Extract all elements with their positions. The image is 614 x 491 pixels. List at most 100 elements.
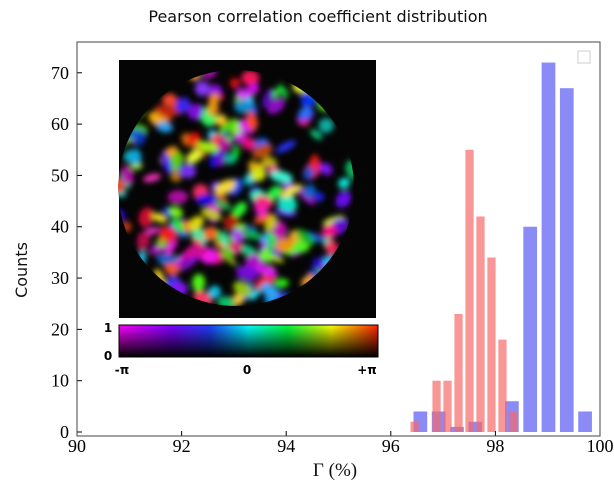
- speckle-blob: [266, 185, 282, 201]
- histogram-bar: [410, 421, 419, 432]
- x-tick-label: 92: [173, 436, 191, 456]
- histogram-bar: [432, 380, 441, 432]
- y-tick-label: 60: [51, 114, 69, 134]
- speckle-blob: [207, 93, 219, 117]
- speckle-blob: [338, 177, 351, 189]
- speckle-blob: [192, 273, 206, 292]
- speckle-blob: [335, 190, 352, 208]
- speckle-blob: [195, 81, 210, 97]
- speckle-blob: [245, 112, 258, 131]
- colorbar-label: 0: [104, 349, 112, 363]
- speckle-blob: [154, 105, 175, 120]
- inset: 1 0 -π 0 +π: [104, 60, 379, 377]
- speckle-blob: [214, 114, 227, 126]
- speckle-blob: [223, 214, 239, 230]
- y-axis-label: Counts: [12, 242, 31, 298]
- colorbar-label: 0: [243, 363, 251, 377]
- histogram-bar: [559, 88, 574, 433]
- speckle-blob: [169, 151, 184, 171]
- speckle-blob: [216, 154, 225, 167]
- colorbar-shade: [119, 325, 378, 357]
- speckle-blob: [255, 264, 278, 277]
- speckle-blob: [118, 179, 125, 193]
- histogram-bar: [487, 257, 496, 432]
- speckle-blob: [289, 240, 310, 253]
- speckle-blob: [241, 136, 256, 150]
- speckle-blob: [270, 170, 293, 183]
- histogram-bar: [443, 380, 452, 432]
- speckle-blob: [295, 229, 316, 245]
- speckle-blob: [262, 88, 274, 108]
- speckle-blob: [229, 77, 241, 89]
- chart-title: Pearson correlation coefficient distribu…: [148, 7, 487, 26]
- speckle-blob: [203, 226, 217, 241]
- y-tick-label: 20: [51, 319, 69, 339]
- speckle-blob: [267, 98, 285, 114]
- speckle-blob: [152, 213, 168, 223]
- plot-frame: [76, 41, 601, 437]
- speckle-blob: [272, 220, 287, 240]
- speckle-blob: [325, 240, 338, 255]
- speckle-blob: [158, 226, 177, 243]
- speckle-blob: [170, 170, 182, 183]
- speckle-blob: [286, 192, 297, 210]
- histogram-bar: [541, 62, 556, 433]
- speckle-blob: [253, 161, 270, 170]
- speckle-blob: [319, 163, 333, 176]
- speckle-blob: [200, 208, 222, 221]
- colorbar-label: -π: [115, 363, 129, 377]
- legend-box: [577, 50, 591, 64]
- histogram-bar: [468, 421, 483, 432]
- speckle-blob: [187, 132, 200, 145]
- speckle-blob: [298, 106, 313, 119]
- speckle-blob: [186, 150, 203, 164]
- speckle-blob: [232, 145, 240, 160]
- speckle-blob: [168, 206, 183, 218]
- speckle-blob: [240, 230, 263, 240]
- speckle-blob: [219, 250, 237, 266]
- speckle-blob: [345, 160, 354, 180]
- speckle-blob: [195, 194, 217, 206]
- speckle-blob: [252, 143, 273, 159]
- speckle-blob: [254, 213, 275, 224]
- speckle-blob: [274, 278, 289, 288]
- speckle-blob: [241, 70, 260, 86]
- speckle-blob: [175, 97, 191, 113]
- x-tick-label: 90: [68, 436, 86, 456]
- histogram-bar: [476, 216, 485, 432]
- speckle-blob: [264, 215, 277, 233]
- histogram-bar: [578, 411, 592, 432]
- plot-area: [410, 62, 592, 433]
- speckle-blob: [187, 103, 204, 120]
- speckle-blob: [254, 195, 274, 209]
- speckle-blob: [180, 164, 196, 179]
- x-tick-label: 98: [486, 436, 504, 456]
- speckle-blob: [163, 239, 178, 258]
- y-tick-label: 40: [51, 217, 69, 237]
- speckle-blob: [249, 288, 261, 301]
- speckle-blob: [191, 229, 208, 240]
- speckle-blob: [260, 282, 279, 300]
- speckle-blob: [138, 207, 155, 228]
- speckle-blob: [207, 285, 221, 299]
- speckle-blob: [276, 140, 296, 153]
- speckle-blob: [162, 93, 178, 107]
- histogram-bar: [454, 313, 463, 432]
- speckle-blob: [180, 255, 199, 271]
- x-tick-label: 100: [587, 436, 614, 456]
- colorbar-label: +π: [357, 363, 377, 377]
- x-tick-label: 96: [382, 436, 400, 456]
- speckle-blob: [280, 184, 303, 198]
- y-tick-label: 30: [51, 268, 69, 288]
- histogram-bar: [498, 339, 507, 432]
- speckle-blob: [322, 215, 345, 225]
- speckle-blob: [223, 249, 234, 257]
- speckle-blob: [303, 166, 314, 181]
- speckle-blob: [218, 120, 236, 135]
- y-tick-label: 70: [51, 63, 69, 83]
- speckle-blob: [214, 179, 236, 195]
- y-tick-label: 50: [51, 165, 69, 185]
- speckle-blob: [314, 192, 325, 202]
- speckle-blob: [274, 237, 295, 253]
